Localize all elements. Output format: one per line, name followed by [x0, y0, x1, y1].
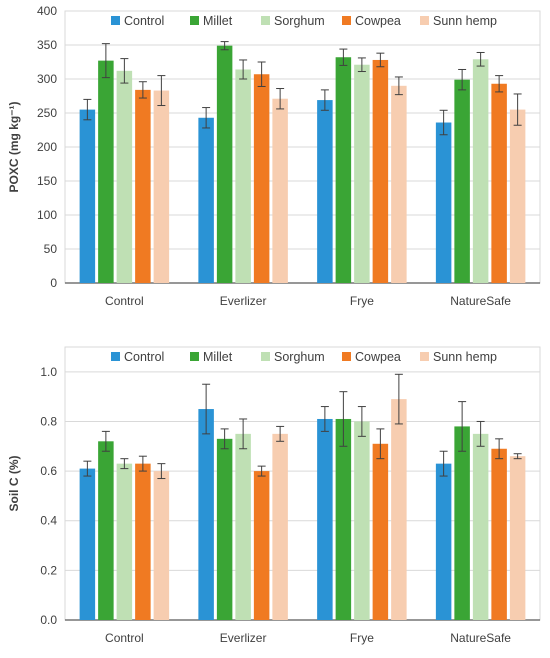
bar-control [79, 468, 96, 620]
bar-sorghum [354, 64, 370, 283]
bar-control [198, 409, 214, 620]
legend-label: Control [124, 14, 164, 28]
bar-sorghum [472, 433, 489, 620]
legend-label: Sorghum [274, 350, 325, 364]
bar-millet [98, 60, 114, 283]
x-tick-label: Frye [350, 631, 374, 645]
bar-control [317, 100, 333, 283]
legend-label: Cowpea [355, 350, 401, 364]
x-tick-label: Control [105, 631, 144, 645]
bar-millet [335, 418, 352, 620]
bar-cowpea [253, 471, 270, 620]
bar-sunn-hemp [391, 85, 407, 283]
bar-sorghum [472, 59, 489, 283]
y-axis-label: Soil C (%) [7, 455, 21, 511]
y-tick-label: 0.2 [40, 563, 57, 577]
y-tick-label: 0.6 [40, 464, 57, 478]
x-tick-label: Everlizer [220, 631, 267, 645]
bar-sorghum [354, 421, 370, 620]
bar-control [79, 109, 96, 283]
bar-sorghum [235, 433, 251, 620]
legend-label: Control [124, 350, 164, 364]
legend-swatch [261, 16, 270, 25]
bar-millet [98, 441, 114, 620]
legend-swatch [342, 352, 351, 361]
y-tick-label: 50 [44, 242, 58, 256]
bar-cowpea [372, 443, 389, 620]
x-tick-label: Everlizer [220, 294, 267, 308]
bar-sunn-hemp [153, 471, 170, 620]
legend-swatch [420, 16, 429, 25]
bar-sunn-hemp [272, 433, 288, 620]
bar-control [198, 117, 214, 283]
bar-control [317, 418, 333, 620]
legend-label: Sunn hemp [433, 350, 497, 364]
legend-swatch [190, 16, 199, 25]
bar-sunn-hemp [509, 456, 526, 620]
bar-cowpea [135, 463, 151, 620]
bar-millet [454, 426, 470, 620]
y-tick-label: 100 [37, 208, 57, 222]
y-tick-label: 0 [50, 276, 57, 290]
y-tick-label: 0.0 [40, 613, 57, 627]
legend-label: Sunn hemp [433, 14, 497, 28]
legend-label: Sorghum [274, 14, 325, 28]
y-tick-label: 300 [37, 72, 57, 86]
legend-label: Millet [203, 350, 233, 364]
bar-cowpea [491, 83, 507, 283]
bar-millet [454, 79, 470, 284]
legend-label: Millet [203, 14, 233, 28]
bar-cowpea [491, 448, 507, 620]
bar-sorghum [116, 70, 133, 283]
legend-swatch [190, 352, 199, 361]
chart-panel-2: 0.0 0.2 0.4 0.6 0.8 1.0 Soil C (%) Control Everl… [7, 346, 541, 645]
x-tick-label: NatureSafe [450, 631, 511, 645]
chart-panel-1: 0 50 100 150 200 250 300 350 400 POXC (mg kg⁻¹) Co… [7, 4, 541, 308]
legend-label: Cowpea [355, 14, 401, 28]
y-axis-label: POXC (mg kg⁻¹) [7, 101, 21, 192]
bar-millet [216, 45, 233, 284]
x-tick-label: NatureSafe [450, 294, 511, 308]
bar-control [435, 122, 452, 284]
x-tick-label: Frye [350, 294, 374, 308]
x-tick-label: Control [105, 294, 144, 308]
bar-cowpea [135, 89, 151, 283]
bar-cowpea [253, 74, 270, 284]
legend-swatch [342, 16, 351, 25]
y-tick-label: 200 [37, 140, 57, 154]
y-tick-label: 350 [37, 38, 57, 52]
y-tick-label: 1.0 [40, 365, 57, 379]
bar-control [435, 463, 452, 620]
bar-sorghum [235, 69, 251, 283]
legend-swatch [420, 352, 429, 361]
legend-swatch [261, 352, 270, 361]
y-tick-label: 400 [37, 4, 57, 18]
y-tick-label: 150 [37, 174, 57, 188]
y-tick-label: 250 [37, 106, 57, 120]
bar-sunn-hemp [272, 98, 288, 283]
legend-swatch [111, 16, 120, 25]
bar-sunn-hemp [509, 109, 526, 283]
bar-millet [335, 57, 352, 283]
bar-cowpea [372, 59, 389, 284]
bar-millet [216, 438, 233, 620]
bar-sunn-hemp [153, 90, 170, 283]
bar-sunn-hemp [391, 399, 407, 620]
legend-swatch [111, 352, 120, 361]
bar-sorghum [116, 463, 133, 620]
y-tick-label: 0.4 [40, 514, 57, 528]
y-tick-label: 0.8 [40, 414, 57, 428]
